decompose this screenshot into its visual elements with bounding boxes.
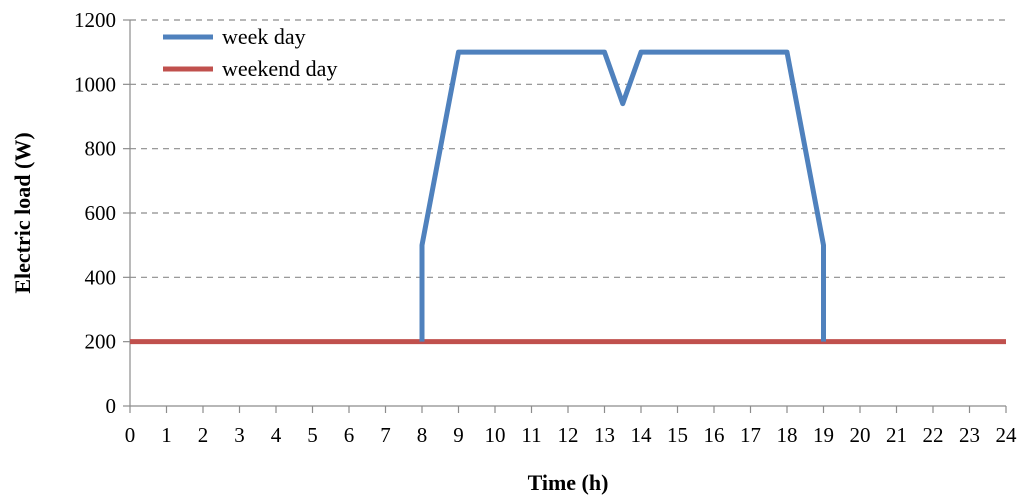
legend: week day weekend day	[163, 24, 337, 81]
x-tick-label: 4	[271, 423, 282, 447]
x-tick-label: 21	[886, 423, 907, 447]
x-tick-label: 15	[667, 423, 688, 447]
x-tick-label: 9	[453, 423, 464, 447]
series-layer	[130, 49, 1006, 345]
x-tick-label: 8	[417, 423, 428, 447]
legend-label: week day	[222, 24, 306, 49]
x-tick-label: 18	[777, 423, 798, 447]
x-tick-label: 20	[850, 423, 871, 447]
series-line-week-day	[419, 49, 826, 342]
x-tick-label: 1	[161, 423, 172, 447]
x-tick-label: 2	[198, 423, 209, 447]
x-tick-label: 11	[521, 423, 541, 447]
y-tick-label: 400	[85, 265, 117, 289]
y-axis-title: Electric load (W)	[10, 132, 35, 293]
x-tick-label: 0	[125, 423, 136, 447]
x-tick-label: 12	[558, 423, 579, 447]
x-tick-label: 23	[959, 423, 980, 447]
x-tick-label: 5	[307, 423, 318, 447]
x-tick-label: 13	[594, 423, 615, 447]
x-tick-label: 16	[704, 423, 725, 447]
y-tick-label: 1200	[74, 8, 116, 32]
y-tick-label: 1000	[74, 72, 116, 96]
x-tick-label: 19	[813, 423, 834, 447]
x-tick-label: 7	[380, 423, 391, 447]
y-tick-label: 0	[106, 394, 117, 418]
x-tick-label: 10	[485, 423, 506, 447]
x-tick-label: 17	[740, 423, 761, 447]
x-tick-label: 3	[234, 423, 245, 447]
y-tick-label: 200	[85, 330, 117, 354]
x-tick-label: 22	[923, 423, 944, 447]
x-tick-label: 6	[344, 423, 355, 447]
x-tick-label: 24	[996, 423, 1018, 447]
legend-label: weekend day	[222, 56, 337, 81]
x-axis-title: Time (h)	[528, 470, 609, 495]
y-tick-label: 600	[85, 201, 117, 225]
y-tick-label: 800	[85, 137, 117, 161]
x-tick-label: 14	[631, 423, 653, 447]
